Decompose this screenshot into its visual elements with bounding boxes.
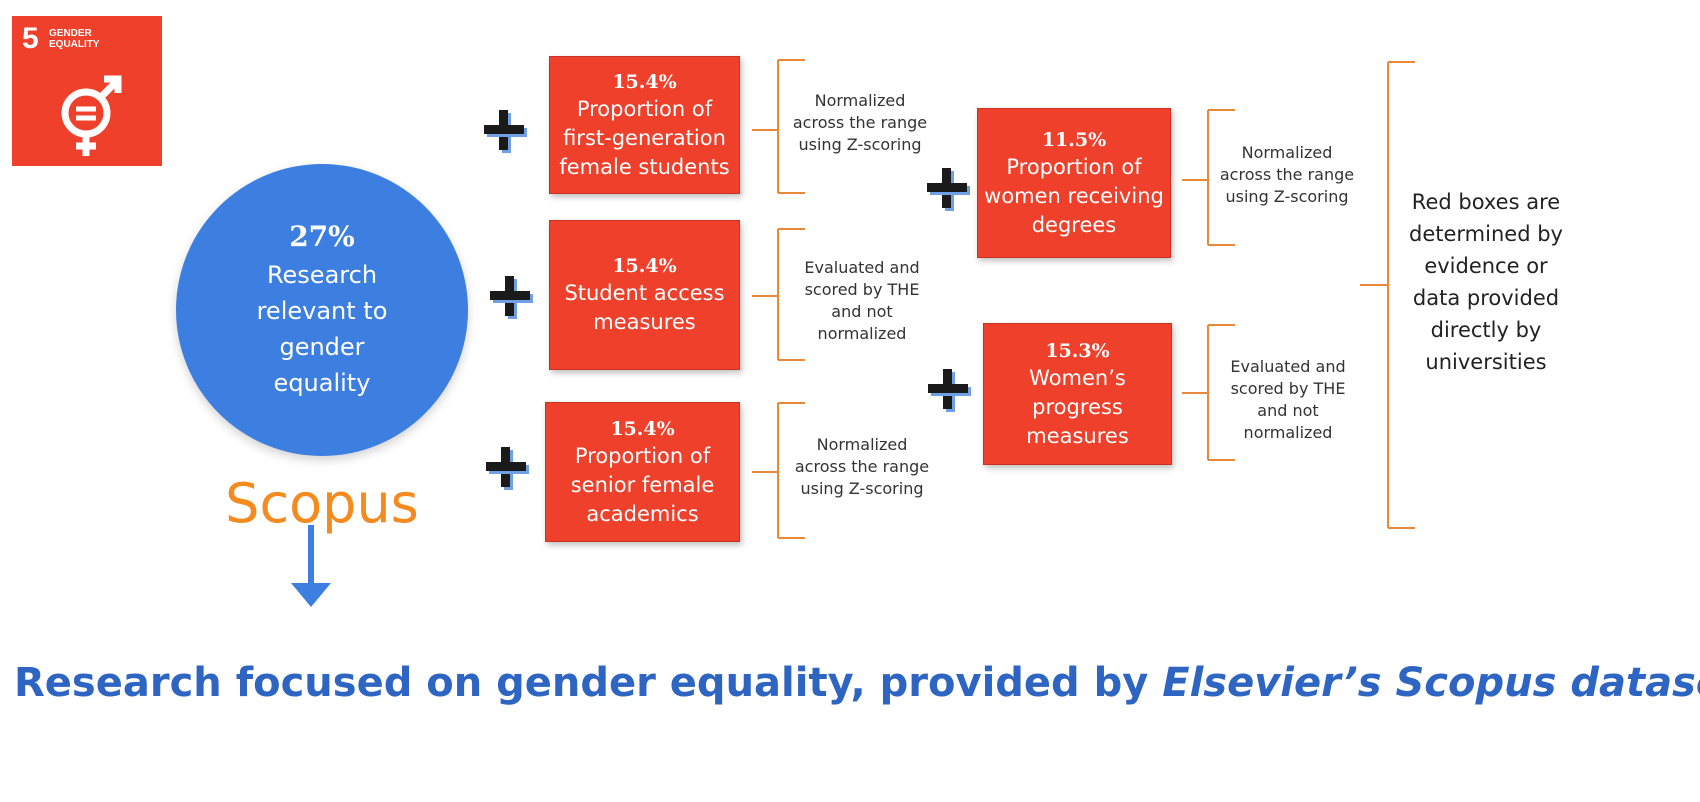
plus-icon xyxy=(484,110,524,150)
gender-equality-icon xyxy=(61,75,122,156)
sdg5-logo: 5 GENDER EQUALITY xyxy=(12,16,162,166)
box-women-degrees: 11.5% Proportion of women receiving degr… xyxy=(977,108,1171,258)
box-label: Student access measures xyxy=(564,281,725,334)
box-percent: 15.3% xyxy=(1045,339,1110,362)
plus-icon xyxy=(928,369,968,409)
box-label: Proportion of first-generation female st… xyxy=(559,96,730,179)
research-label: Research relevant to gender equality xyxy=(256,260,388,397)
research-percent: 27% xyxy=(289,219,355,253)
arrow-down-icon xyxy=(291,525,331,607)
footer-caption: Research focused on gender equality, pro… xyxy=(14,655,1700,711)
note-z-scoring: Normalized across the range using Z-scor… xyxy=(1219,143,1355,206)
note-z-scoring: Normalized across the range using Z-scor… xyxy=(794,435,930,498)
box-percent: 15.4% xyxy=(612,70,677,93)
sdg-number: 5 xyxy=(22,22,39,55)
box-label: Women’s progress measures xyxy=(1026,365,1129,448)
footer-text: Research focused on gender equality, pro… xyxy=(14,660,1163,706)
plus-icon xyxy=(927,168,967,208)
box-senior-academics: 15.4% Proportion of senior female academ… xyxy=(545,402,740,542)
box-student-access: 15.4% Student access measures xyxy=(549,220,740,370)
box-label: Proportion of women receiving degrees xyxy=(984,154,1164,237)
note-z-scoring: Normalized across the range using Z-scor… xyxy=(792,91,928,154)
box-first-generation: 15.4% Proportion of first-generation fem… xyxy=(549,56,740,194)
footer-emphasis: Elsevier’s Scopus dataset xyxy=(1162,660,1700,706)
box-percent: 15.4% xyxy=(610,417,675,440)
note-evaluated: Evaluated and scored by THE and not norm… xyxy=(1230,357,1346,442)
box-label: Proportion of senior female academics xyxy=(570,443,715,526)
box-percent: 11.5% xyxy=(1041,128,1107,151)
plus-icon xyxy=(486,447,526,487)
research-circle: 27% Research relevant to gender equality xyxy=(176,164,468,456)
box-womens-progress: 15.3% Women’s progress measures xyxy=(983,323,1172,465)
scopus-label: Scopus xyxy=(225,472,419,535)
box-percent: 15.4% xyxy=(612,255,677,277)
note-evaluated: Evaluated and scored by THE and not norm… xyxy=(804,258,920,343)
side-note: Red boxes are determined by evidence or … xyxy=(1409,190,1563,374)
plus-icon xyxy=(490,276,530,316)
sdg-label: GENDER EQUALITY xyxy=(49,28,100,50)
